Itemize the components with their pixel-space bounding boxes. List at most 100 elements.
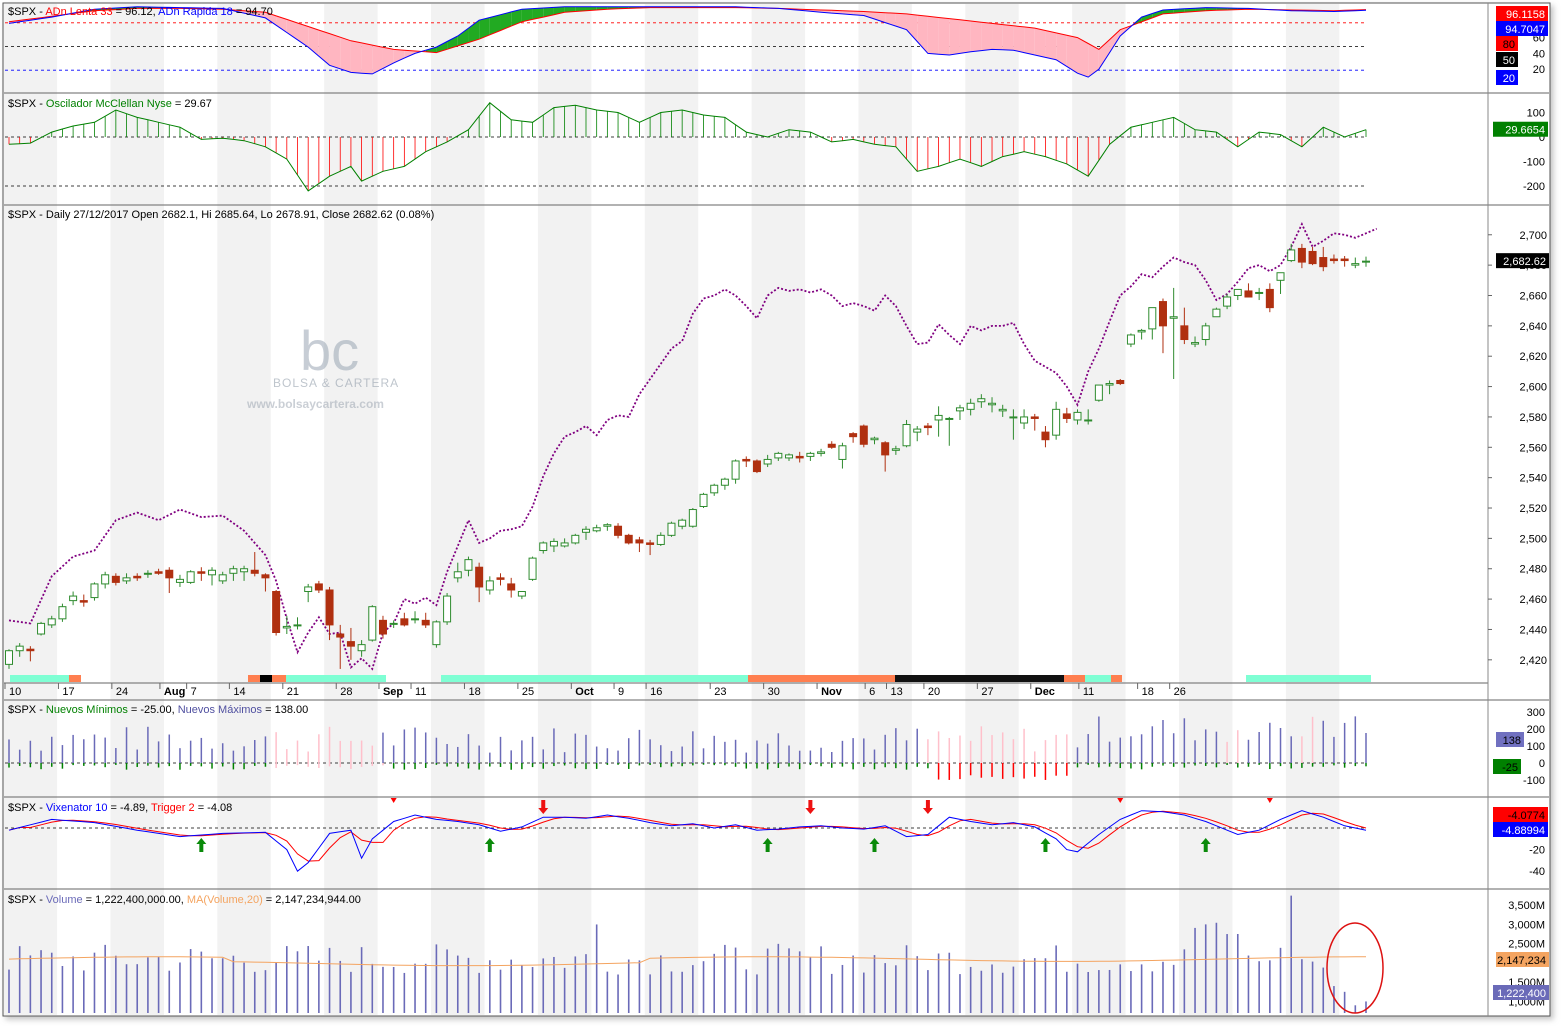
- volume-tick-label: 2,500M: [1508, 939, 1545, 951]
- adn-fill: [1003, 25, 1014, 51]
- date-label: 18: [468, 686, 480, 698]
- date-label: 27: [981, 686, 993, 698]
- candle-up: [1095, 385, 1102, 400]
- adn-fill: [960, 20, 971, 54]
- candle-up: [1224, 297, 1231, 306]
- date-label: 28: [340, 686, 352, 698]
- candle-up: [989, 403, 996, 405]
- candle-down: [1245, 291, 1252, 297]
- adn-fill: [939, 17, 950, 55]
- candle-down: [422, 620, 429, 625]
- candle-up: [1363, 261, 1370, 262]
- candle-up: [187, 572, 194, 583]
- candle-down: [615, 526, 622, 535]
- mcc-last-badge-text: 29.6654: [1505, 125, 1545, 137]
- week-band: [4, 4, 57, 1015]
- candle-up: [540, 543, 547, 551]
- candle-up: [839, 446, 846, 460]
- candle-up: [390, 623, 397, 624]
- candle-down: [1330, 259, 1337, 261]
- signal-segment: [748, 675, 895, 682]
- candle-up: [775, 453, 782, 458]
- price-tick-label: 2,620: [1519, 351, 1547, 363]
- signal-segment: [286, 675, 386, 682]
- candle-up: [305, 587, 312, 592]
- candle-up: [38, 623, 45, 634]
- candle-up: [786, 455, 793, 458]
- candle-up: [219, 575, 226, 581]
- candle-down: [636, 540, 643, 543]
- signal-segment: [1111, 675, 1122, 682]
- week-band: [1286, 4, 1339, 1015]
- date-label: 23: [714, 686, 726, 698]
- candle-up: [1149, 308, 1156, 329]
- signal-segment: [1064, 675, 1085, 682]
- candle-down: [497, 578, 504, 580]
- candle-down: [1298, 248, 1305, 262]
- candle-down: [828, 444, 835, 447]
- candle-up: [6, 651, 13, 665]
- candle-down: [1309, 251, 1316, 263]
- mcc-tick-label: -100: [1523, 157, 1545, 169]
- price-tick-label: 2,560: [1519, 442, 1547, 454]
- candle-down: [134, 576, 141, 578]
- candle-down: [251, 570, 258, 573]
- candle-up: [1202, 326, 1209, 340]
- adn-level-80-badge: 80: [1496, 36, 1518, 51]
- week-band: [431, 4, 484, 1015]
- candle-down: [860, 426, 867, 444]
- candle-down: [347, 642, 354, 647]
- candle-up: [593, 528, 600, 531]
- candle-down: [1063, 414, 1070, 419]
- adn-tick-label: 40: [1533, 48, 1545, 60]
- candle-up: [176, 579, 183, 582]
- candle-up: [711, 485, 718, 493]
- candle-up: [689, 510, 696, 527]
- nuevos-min-badge-text: -25: [1502, 762, 1518, 774]
- date-label: Nov: [821, 686, 843, 698]
- price-tick-label: 2,640: [1519, 321, 1547, 333]
- candle-down: [401, 619, 408, 625]
- candle-up: [1106, 384, 1113, 386]
- candle-up: [1127, 335, 1134, 344]
- adn-fill: [330, 34, 341, 69]
- candle-up: [48, 619, 55, 625]
- vix-trigger-badge: -4.0774: [1493, 807, 1548, 822]
- signal-segment: [69, 675, 81, 682]
- candle-up: [1053, 409, 1060, 435]
- candle-up: [518, 592, 525, 597]
- adn-fill: [971, 21, 982, 52]
- adn-fill: [981, 22, 992, 50]
- volume-last-badge-text: 1,222,400: [1497, 988, 1546, 1000]
- adn-rapida-badge: 94.7047: [1496, 21, 1548, 36]
- candle-up: [1085, 420, 1092, 421]
- price-tick-label: 2,700: [1519, 230, 1547, 242]
- mcc-tick-label: -200: [1523, 181, 1545, 193]
- candle-down: [1031, 417, 1038, 419]
- candle-up: [807, 453, 814, 456]
- vixenator-title: $SPX - Vixenator 10 = -4.89, Trigger 2 =…: [8, 802, 232, 814]
- candle-up: [914, 429, 921, 432]
- adn-tick-label: 20: [1533, 64, 1545, 76]
- vix-tick-label: -20: [1529, 845, 1545, 857]
- candle-up: [668, 523, 675, 535]
- nuevos-max-badge: 138: [1496, 732, 1524, 747]
- candle-up: [465, 560, 472, 571]
- date-label: Oct: [575, 686, 594, 698]
- vix-tick-label: -40: [1529, 866, 1545, 878]
- price-tick-label: 2,520: [1519, 503, 1547, 515]
- candle-up: [1074, 412, 1081, 420]
- candle-up: [1010, 417, 1017, 418]
- adn-title: $SPX - ADn Lenta 33 = 96.12, ADn Rapida …: [8, 6, 273, 18]
- mcc-last-badge: 29.6654: [1493, 122, 1548, 137]
- adn-fill: [1013, 26, 1024, 53]
- candle-up: [454, 572, 461, 578]
- candle-down: [155, 572, 162, 574]
- candle-up: [16, 646, 23, 651]
- candle-up: [967, 403, 974, 409]
- candle-down: [1320, 258, 1327, 267]
- week-band: [752, 4, 805, 1015]
- adn-rapida-label: ADn Rapida 18: [158, 6, 233, 18]
- price-tick-label: 2,500: [1519, 533, 1547, 545]
- week-band: [111, 4, 164, 1015]
